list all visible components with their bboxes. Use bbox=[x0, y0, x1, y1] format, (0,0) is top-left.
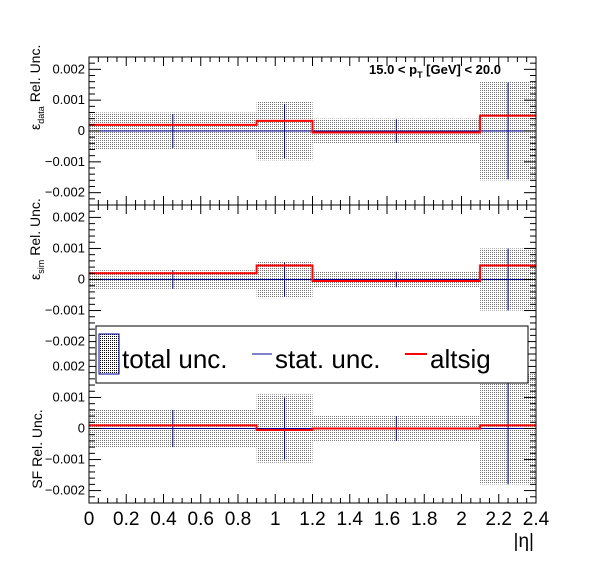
y-tick-label: −0.002 bbox=[45, 483, 85, 498]
y-axis-label: εsimRel. Unc. bbox=[27, 198, 46, 280]
x-tick-label: 1.2 bbox=[299, 509, 325, 530]
legend-box bbox=[95, 325, 529, 384]
y-axis-label: SF Rel. Unc. bbox=[29, 409, 45, 488]
x-tick-label: 0.4 bbox=[150, 509, 177, 530]
altsig-line bbox=[89, 264, 536, 283]
altsig-line bbox=[89, 114, 536, 134]
x-tick-label: 0 bbox=[84, 509, 95, 530]
x-tick-label: 0.6 bbox=[188, 509, 214, 530]
y-tick-label: 0.001 bbox=[52, 240, 85, 255]
altsig-line bbox=[89, 424, 536, 432]
x-tick-label: 0.8 bbox=[225, 509, 251, 530]
pt-range-annotation: 15.0 < pT [GeV] < 20.0 bbox=[369, 62, 501, 80]
x-tick-label: 1.6 bbox=[374, 509, 400, 530]
y-tick-label: −0.001 bbox=[45, 452, 85, 467]
x-tick-label: 1.8 bbox=[411, 509, 437, 530]
y-tick-label: 0.002 bbox=[52, 209, 85, 224]
legend: total unc. stat. unc. altsig bbox=[95, 325, 529, 384]
y-tick-label: 0.001 bbox=[52, 92, 85, 107]
y-tick-label: 0.002 bbox=[52, 61, 85, 76]
x-tick-label: 0.2 bbox=[113, 509, 139, 530]
x-tick-label: 2 bbox=[456, 509, 467, 530]
y-axis-label: εdataRel. Unc. bbox=[27, 45, 46, 130]
x-tick-label: 2.4 bbox=[523, 509, 550, 530]
legend-altsig-label: altsig bbox=[430, 344, 491, 374]
panel-data-efficiency: −0.002 −0.001 0 0.001 0.002 εdataRel. Unc. 1… bbox=[27, 45, 537, 206]
y-tick-label: −0.001 bbox=[45, 154, 85, 169]
legend-stat-label: stat. unc. bbox=[275, 344, 381, 374]
legend-total-swatch bbox=[98, 333, 120, 375]
y-tick-label: −0.002 bbox=[45, 185, 85, 200]
x-axis-label: |η| bbox=[514, 531, 534, 552]
y-tick-label: −0.001 bbox=[45, 303, 85, 318]
y-tick-label: 0 bbox=[78, 123, 85, 138]
y-tick-label: −0.002 bbox=[45, 334, 85, 349]
panel-scale-factor: −0.002 −0.001 0 0.001 0.002 0 0.2 0.4 0.6 0.8 1 1.2… bbox=[29, 353, 550, 552]
y-tick-label: 0.002 bbox=[52, 358, 85, 373]
legend-total-label: total unc. bbox=[122, 344, 228, 374]
x-tick-label: 1.4 bbox=[337, 509, 364, 530]
x-tick-label: 2.2 bbox=[486, 509, 512, 530]
x-tick-label: 1 bbox=[270, 509, 281, 530]
y-tick-label: 0 bbox=[78, 272, 85, 287]
y-tick-label: 0.001 bbox=[52, 389, 85, 404]
y-tick-label: 0 bbox=[78, 421, 85, 436]
